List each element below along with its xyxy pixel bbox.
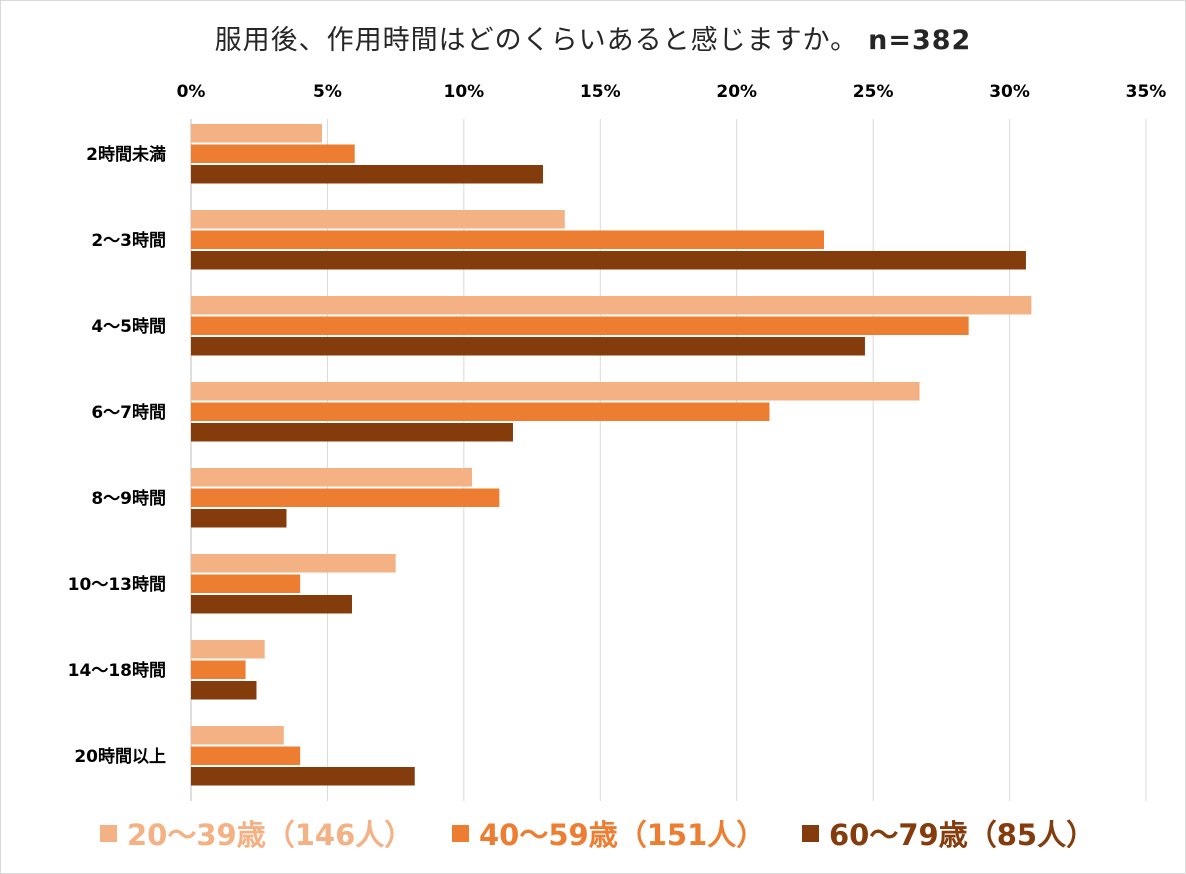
- legend-swatch: [452, 824, 469, 842]
- bar: [191, 554, 396, 573]
- legend-label: 20～39歳（146人）: [127, 818, 414, 852]
- chart-title: 服用後、作用時間はどのくらいあると感じますか。 n=382: [0, 18, 1186, 57]
- x-tick-label: 35%: [1126, 82, 1167, 102]
- category-label: 20時間以上: [74, 746, 166, 767]
- bar: [191, 660, 246, 679]
- x-tick-label: 30%: [989, 82, 1030, 102]
- bar: [191, 574, 301, 593]
- legend-swatch: [100, 824, 117, 842]
- bar: [191, 681, 257, 700]
- bar: [191, 595, 352, 614]
- x-tick-label: 10%: [444, 82, 485, 102]
- bar: [191, 251, 1026, 270]
- category-label: 6～7時間: [91, 402, 166, 423]
- legend-item: 40～59歳（151人）: [452, 812, 765, 854]
- bar: [191, 488, 500, 507]
- bar: [191, 726, 284, 745]
- bar: [191, 767, 415, 786]
- x-axis-ticks: 0% 5% 10% 15% 20% 25% 30% 35%: [177, 82, 1167, 102]
- legend-label: 60～79歳（85人）: [829, 818, 1096, 852]
- bar: [191, 296, 1032, 315]
- bar: [191, 210, 565, 229]
- legend-item: 20～39歳（146人）: [100, 812, 413, 854]
- x-tick-label: 0%: [177, 82, 206, 102]
- legend-label: 40～59歳（151人）: [479, 818, 766, 852]
- x-tick-label: 20%: [716, 82, 757, 102]
- sample-size: n=382: [868, 25, 972, 56]
- bars: [191, 124, 1032, 786]
- x-tick-label: 5%: [313, 82, 342, 102]
- legend-swatch: [802, 824, 819, 842]
- bar: [191, 316, 969, 335]
- x-tick-label: 25%: [853, 82, 894, 102]
- category-label: 8～9時間: [91, 488, 166, 509]
- chart-title-text: 服用後、作用時間はどのくらいあると感じますか。: [214, 25, 859, 56]
- bar: [191, 640, 265, 659]
- bar: [191, 337, 865, 356]
- category-label: 14～18時間: [68, 660, 166, 681]
- category-label: 2時間未満: [86, 144, 166, 165]
- category-label: 4～5時間: [91, 316, 166, 337]
- bar: [191, 746, 301, 765]
- legend: 20～39歳（146人） 40～59歳（151人） 60～79歳（85人）: [0, 812, 1186, 862]
- category-label: 10～13時間: [68, 574, 166, 595]
- bar: [191, 382, 920, 401]
- bar: [191, 423, 513, 442]
- bar: [191, 230, 825, 249]
- bar: [191, 468, 473, 487]
- legend-item: 60～79歳（85人）: [802, 812, 1095, 854]
- bar: [191, 144, 355, 163]
- bar: [191, 124, 322, 143]
- bar: [191, 402, 770, 421]
- bar: [191, 509, 287, 528]
- category-label: 2～3時間: [91, 230, 166, 251]
- x-tick-label: 15%: [580, 82, 621, 102]
- bar: [191, 165, 543, 184]
- y-axis-categories: 2時間未満 2～3時間 4～5時間 6～7時間 8～9時間 10～13時間 14～18時間 2…: [68, 144, 166, 767]
